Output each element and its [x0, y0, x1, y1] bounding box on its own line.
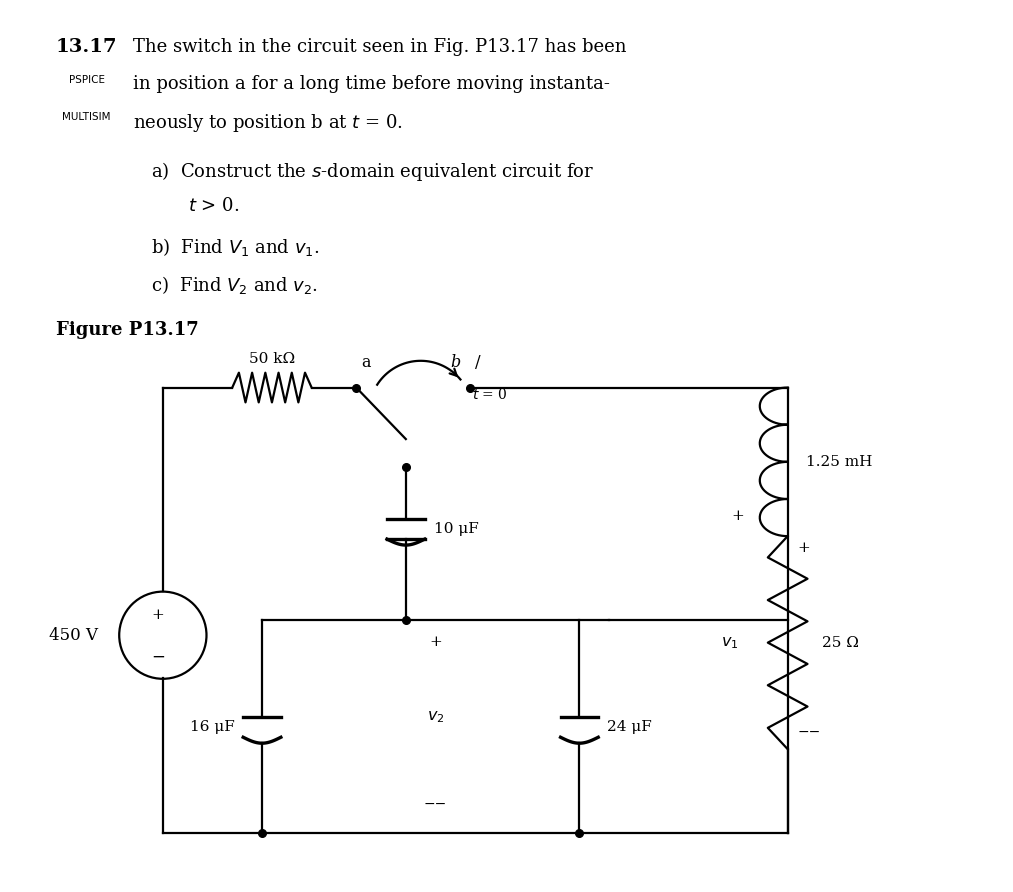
- Text: 16 μF: 16 μF: [189, 721, 234, 734]
- Text: b: b: [450, 354, 460, 371]
- Text: b)  Find $V_1$ and $v_1$.: b) Find $V_1$ and $v_1$.: [151, 236, 319, 258]
- Text: $v_1$: $v_1$: [720, 634, 738, 651]
- Text: $v_2$: $v_2$: [426, 708, 445, 725]
- Text: /: /: [475, 354, 481, 371]
- Text: 24 μF: 24 μF: [607, 721, 652, 734]
- Text: +: +: [430, 635, 442, 649]
- Text: 450 V: 450 V: [50, 627, 98, 644]
- Text: $t$ = 0: $t$ = 0: [472, 387, 509, 402]
- Text: 10 μF: 10 μF: [434, 522, 478, 536]
- Text: a: a: [362, 354, 371, 371]
- Text: 13.17: 13.17: [56, 37, 118, 56]
- Text: MULTISIM: MULTISIM: [62, 112, 110, 122]
- Text: Figure P13.17: Figure P13.17: [56, 321, 199, 339]
- Text: $t$ > 0.: $t$ > 0.: [187, 197, 239, 215]
- Text: 50 kΩ: 50 kΩ: [249, 351, 295, 366]
- Text: −−: −−: [797, 725, 821, 739]
- Text: 25 Ω: 25 Ω: [823, 636, 859, 649]
- Text: neously to position b at $t$ = 0.: neously to position b at $t$ = 0.: [133, 112, 403, 134]
- Text: +: +: [731, 509, 745, 524]
- Text: +: +: [797, 541, 810, 555]
- Text: a)  Construct the $s$-domain equivalent circuit for: a) Construct the $s$-domain equivalent c…: [151, 160, 595, 183]
- Text: c)  Find $V_2$ and $v_2$.: c) Find $V_2$ and $v_2$.: [151, 274, 318, 295]
- Text: −: −: [151, 648, 165, 665]
- Text: in position a for a long time before moving instanta-: in position a for a long time before mov…: [133, 76, 610, 94]
- Text: −−: −−: [424, 797, 447, 811]
- Text: The switch in the circuit seen in Fig. P13.17 has been: The switch in the circuit seen in Fig. P…: [133, 37, 627, 56]
- Text: 1.25 mH: 1.25 mH: [805, 455, 872, 469]
- Text: PSPICE: PSPICE: [69, 76, 104, 86]
- Text: +: +: [152, 608, 164, 623]
